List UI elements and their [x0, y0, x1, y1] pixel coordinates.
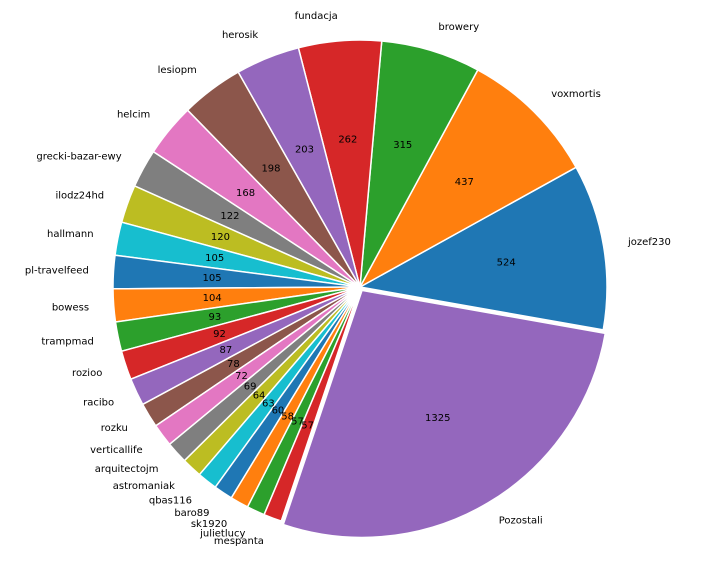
slice-label-pl-travelfeed: pl-travelfeed: [25, 265, 89, 276]
slice-label-helcim: helcim: [117, 109, 150, 120]
slice-value-voxmortis: 437: [455, 177, 474, 188]
slice-value-pozostali: 1325: [425, 413, 450, 424]
slice-value-helcim: 168: [236, 188, 255, 199]
slice-value-herosik: 203: [295, 145, 314, 156]
pie-slices: [112, 39, 608, 539]
slice-value-ilodz24hd: 120: [211, 232, 230, 243]
pie-slice-voxmortis: [358, 68, 578, 289]
slice-label-baro89: baro89: [174, 508, 209, 519]
slice-value-pl-travelfeed: 105: [203, 273, 222, 284]
slice-value-arquitectojm: 69: [244, 381, 257, 392]
slice-label-ilodz24hd: ilodz24hd: [55, 191, 104, 202]
slice-label-mespanta: mespanta: [214, 536, 264, 547]
slice-value-racibo: 87: [219, 345, 232, 356]
slice-value-qbas116: 63: [262, 398, 275, 409]
pie-outer-labels: jozef230 voxmortis browery fundacja herosik l…: [25, 11, 671, 547]
slice-label-julietlucy: julietlucy: [199, 528, 245, 539]
slice-value-verticallife: 72: [235, 371, 248, 382]
slice-value-julietlucy: 57: [291, 416, 304, 427]
slice-value-grecki-bazar-ewy: 122: [220, 211, 239, 222]
slice-value-hallmann: 105: [205, 253, 224, 264]
pie-slice-mespanta: [263, 286, 361, 523]
slice-label-lesiopm: lesiopm: [158, 65, 197, 76]
slice-label-herosik: herosik: [222, 30, 258, 41]
slice-label-rozioo: rozioo: [72, 368, 102, 379]
slice-value-mespanta: 57: [301, 421, 314, 432]
slice-value-rozku: 78: [227, 359, 240, 370]
slice-value-sk1920: 58: [281, 411, 294, 422]
slice-label-bowess: bowess: [52, 302, 89, 313]
slice-label-pozostali: Pozostali: [499, 516, 543, 527]
slice-label-racibo: racibo: [83, 398, 114, 409]
slice-value-astromaniak: 64: [253, 391, 266, 402]
slice-label-verticallife: verticallife: [90, 445, 143, 456]
slice-value-baro89: 60: [272, 405, 285, 416]
slice-value-trampmad: 93: [208, 312, 221, 323]
slice-value-jozef230: 524: [497, 258, 516, 269]
slice-label-hallmann: hallmann: [47, 229, 94, 240]
slice-label-qbas116: qbas116: [149, 496, 192, 507]
slice-label-rozku: rozku: [101, 423, 128, 434]
slice-label-astromaniak: astromaniak: [113, 481, 175, 492]
slice-value-rozioo: 92: [213, 329, 226, 340]
slice-label-browery: browery: [438, 22, 479, 33]
pie-value-labels: 524 437 315 262 203 198 168 122 120 105 105 104 93 92…: [203, 134, 516, 431]
slice-value-fundacja: 262: [338, 134, 357, 145]
slice-label-fundacja: fundacja: [295, 11, 338, 22]
slice-value-lesiopm: 198: [261, 164, 280, 175]
slice-label-arquitectojm: arquitectojm: [95, 464, 159, 475]
slice-label-sk1920: sk1920: [191, 519, 227, 530]
pie-slice-jozef230: [357, 166, 608, 331]
slice-label-trampmad: trampmad: [41, 337, 93, 348]
slice-label-grecki-bazar-ewy: grecki-bazar-ewy: [36, 152, 121, 163]
slice-value-bowess: 104: [203, 293, 222, 304]
slice-label-jozef230: jozef230: [627, 237, 671, 248]
pie-slice-pozostali: [282, 289, 607, 539]
slice-label-voxmortis: voxmortis: [551, 89, 601, 100]
slice-value-browery: 315: [393, 140, 412, 151]
